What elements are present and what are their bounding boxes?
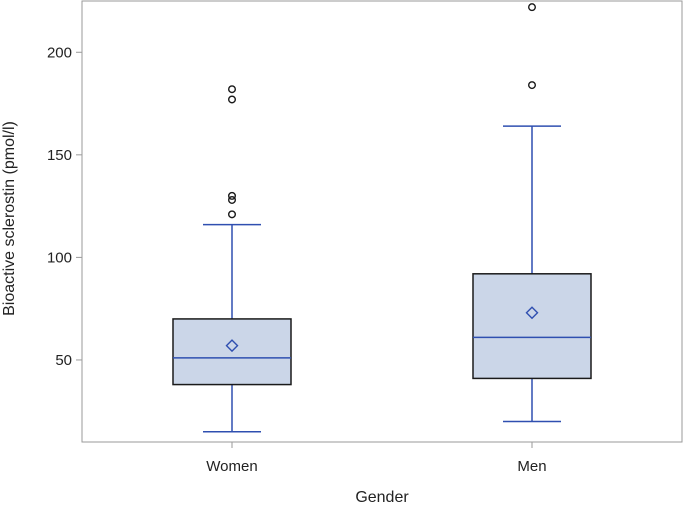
outlier-point xyxy=(227,195,236,204)
x-axis-title: Gender xyxy=(355,489,409,505)
x-tick-label: Women xyxy=(206,458,257,475)
outlier-point xyxy=(528,81,537,90)
mean-marker xyxy=(225,339,239,353)
box-group xyxy=(172,3,592,433)
outlier-point xyxy=(227,95,236,104)
y-axis-title: Bioactive sclerostin (pmol/l) xyxy=(1,121,18,316)
y-tick-label: 150 xyxy=(47,147,72,164)
y-tick-label: 50 xyxy=(55,352,72,369)
plot-frame xyxy=(81,0,683,443)
y-tick-label: 100 xyxy=(47,249,72,266)
y-axis: 50 100 150 200 xyxy=(47,44,82,369)
x-axis: Women Men xyxy=(206,442,547,475)
outlier-point xyxy=(528,3,537,12)
mean-marker xyxy=(525,306,539,320)
x-tick-label: Men xyxy=(517,458,546,475)
outlier-point xyxy=(227,210,236,219)
box-women xyxy=(172,85,292,433)
box-men xyxy=(472,3,592,423)
outlier-point xyxy=(227,85,236,94)
iqr-box xyxy=(472,273,592,380)
outlier-point xyxy=(227,191,236,200)
y-tick-label: 200 xyxy=(47,44,72,61)
